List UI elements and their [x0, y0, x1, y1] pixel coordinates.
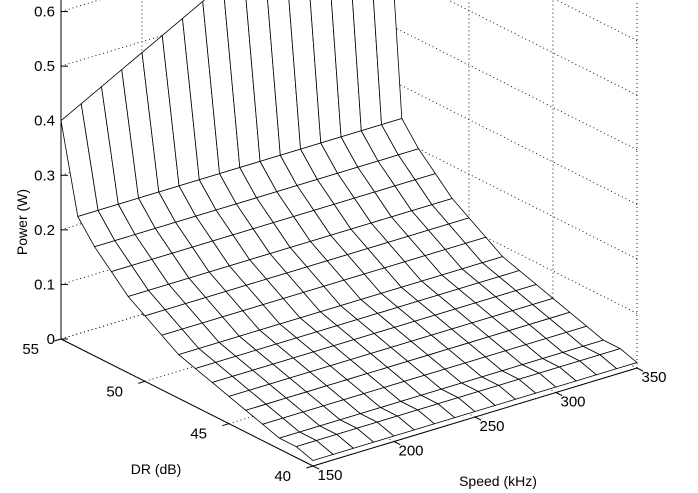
dr-axis-label: DR (dB)	[131, 461, 182, 477]
speed-axis-label: Speed (kHz)	[459, 473, 537, 489]
dr-tick-mark	[54, 338, 62, 342]
power-tick-label: 0.6	[34, 4, 55, 21]
back-wall-grid-line	[60, 0, 282, 67]
surface-layer	[60, 0, 638, 461]
dr-tick-mark	[138, 380, 146, 384]
power-tick-label: 0.2	[34, 222, 55, 239]
power-tick-label: 0.1	[34, 276, 55, 293]
side-wall-grid-line	[555, 0, 638, 41]
speed-tick-label: 350	[641, 369, 666, 386]
side-wall-grid-line	[384, 22, 638, 151]
side-wall-grid-line	[447, 0, 638, 96]
floor-grid-line	[60, 240, 386, 340]
dr-tick-label: 45	[190, 426, 207, 443]
power-tick-label: 0.5	[34, 58, 55, 75]
speed-tick-label: 250	[479, 418, 504, 435]
speed-tick-mark	[636, 367, 644, 372]
speed-tick-label: 150	[317, 467, 342, 484]
power-tick-label: 0.4	[34, 113, 55, 130]
dr-tick-mark	[306, 465, 314, 469]
dr-tick-label: 55	[22, 341, 39, 358]
speed-tick-label: 200	[398, 443, 423, 460]
labels-layer: 150 200 250 300 350 40 45 50 55 0 0.1 0.2 0.3 0.4 0.5 0…	[14, 4, 667, 489]
dr-tick-label: 50	[106, 383, 123, 400]
speed-tick-mark	[474, 416, 482, 421]
surface-cell	[599, 348, 638, 370]
power-tick-label: 0	[47, 331, 55, 348]
speed-tick-mark	[312, 465, 320, 470]
power-axis-label: Power (W)	[14, 189, 30, 255]
speed-tick-mark	[393, 441, 401, 446]
dr-axis-line	[60, 338, 314, 467]
speed-tick-label: 300	[560, 394, 585, 411]
speed-tick-mark	[555, 392, 563, 397]
dr-tick-label: 40	[274, 468, 291, 485]
power-tick-label: 0.3	[34, 167, 55, 184]
dr-tick-mark	[222, 423, 230, 427]
axes-layer	[54, 0, 644, 470]
